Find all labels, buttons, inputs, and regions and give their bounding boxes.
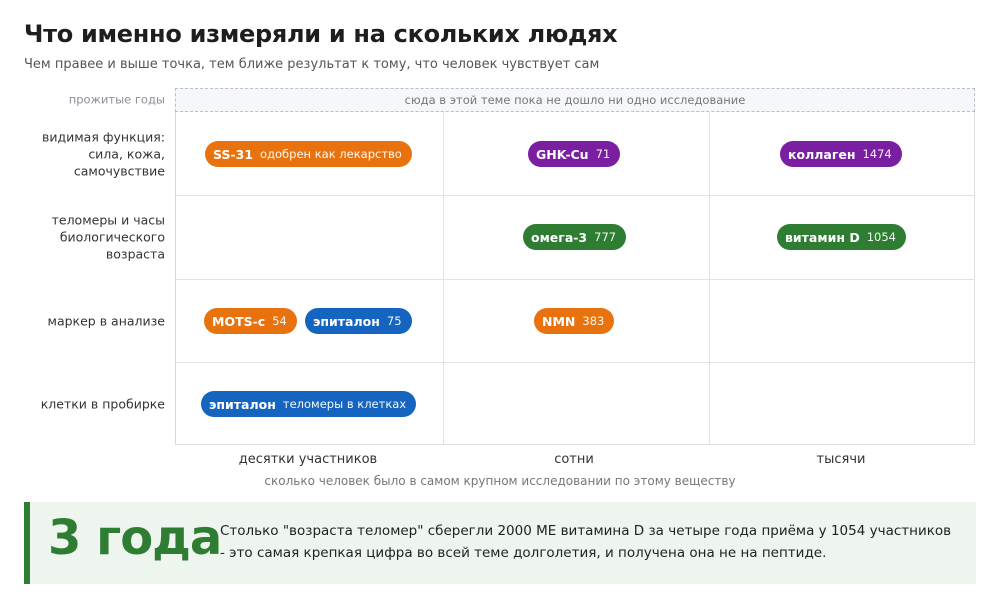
data-point-pill: эпиталон 75 [305, 308, 412, 334]
page-title: Что именно измеряли и на скольких людях [24, 20, 618, 48]
chart-grid [175, 112, 975, 445]
data-point-name: омега-3 [531, 229, 588, 245]
data-point-name: MOTS-c [212, 313, 266, 329]
data-point-name: SS-31 [213, 146, 254, 162]
row-label-telomeres: теломеры и часы биологического возраста [51, 212, 165, 262]
grid-hline [176, 279, 974, 280]
data-point-pill: MOTS-c 54 [204, 308, 297, 334]
data-point-value: 71 [595, 147, 611, 161]
x-axis-title: сколько человек было в самом крупном исс… [264, 474, 736, 488]
evidence-matrix-chart: сюда в этой теме пока не дошло ни одно и… [40, 88, 975, 488]
data-point-name: GHK-Cu [536, 146, 589, 162]
data-point-value: 54 [272, 314, 287, 328]
empty-row-band: сюда в этой теме пока не дошло ни одно и… [175, 88, 975, 112]
data-point-pill: омега-3 777 [523, 224, 627, 250]
data-point-pill: SS-31 одобрен как лекарство [205, 141, 412, 167]
col-label-hundreds: сотни [554, 452, 594, 467]
grid-vline [709, 112, 710, 444]
grid-vline [443, 112, 444, 444]
data-point-name: NMN [542, 313, 576, 329]
callout-text: Столько "возраста теломер" сберегли 2000… [220, 523, 952, 561]
data-point-name: эпиталон [313, 313, 380, 329]
data-point-pill: эпиталон теломеры в клетках [201, 391, 417, 417]
data-point-value: теломеры в клетках [282, 397, 407, 411]
data-point-name: эпиталон [209, 396, 276, 412]
data-point-value: 1474 [862, 147, 892, 161]
callout-big-number: 3 года [48, 510, 222, 566]
row-label-blood-marker: маркер в анализе [47, 313, 165, 329]
data-point-value: 1054 [866, 230, 896, 244]
grid-hline [176, 195, 974, 196]
data-point-pill: NMN 383 [534, 308, 615, 334]
data-point-value: 75 [386, 314, 402, 328]
data-point-value: 777 [594, 230, 617, 244]
page-subtitle: Чем правее и выше точка, тем ближе резул… [24, 57, 600, 72]
key-finding-callout: 3 года Столько "возраста теломер" сберег… [24, 502, 976, 584]
data-point-name: витамин D [785, 229, 860, 245]
data-point-pill: GHK-Cu 71 [528, 141, 621, 167]
empty-row-note: сюда в этой теме пока не дошло ни одно и… [404, 93, 746, 107]
data-point-pill: витамин D 1054 [777, 224, 906, 250]
data-point-value: одобрен как лекарство [260, 147, 402, 161]
data-point-pill: коллаген 1474 [780, 141, 902, 167]
grid-hline [176, 362, 974, 363]
row-label-visible-function: видимая функция: сила, кожа, самочувстви… [41, 129, 165, 179]
col-label-tens: десятки участников [238, 452, 378, 467]
data-point-value: 383 [582, 314, 605, 328]
row-label-cells-in-vitro: клетки в пробирке [40, 396, 165, 412]
row-label-lived-years: прожитые годы [68, 92, 165, 107]
data-point-name: коллаген [788, 146, 856, 162]
col-label-thousands: тысячи [816, 452, 866, 467]
